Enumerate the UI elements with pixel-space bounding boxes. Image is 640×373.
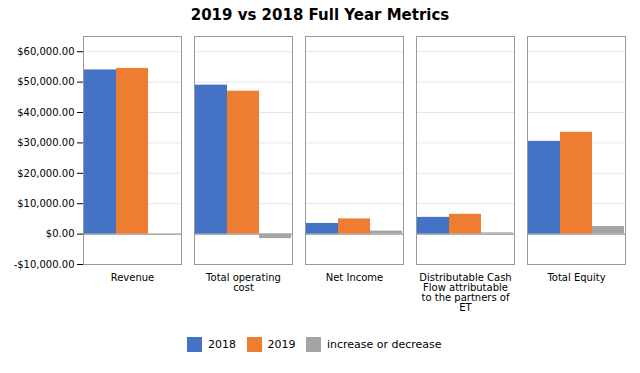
svg-text:$30,000.00: $30,000.00 <box>17 137 74 148</box>
html-text:2019: 2019 <box>267 338 296 351</box>
svg-text:Revenue: Revenue <box>111 272 155 283</box>
svg-text:Net Income: Net Income <box>326 272 384 283</box>
svg-text:$20,000.00: $20,000.00 <box>17 168 74 179</box>
html-text:increase or decrease: increase or decrease <box>326 338 442 351</box>
svg-text:-$10,000.00: -$10,000.00 <box>14 259 75 270</box>
svg-text:$50,000.00: $50,000.00 <box>17 76 74 87</box>
svg-text:Distributable CashFlow attribu: Distributable CashFlow attributableto th… <box>419 272 511 313</box>
svg-text:$10,000.00: $10,000.00 <box>17 198 74 209</box>
svg-text:Total Equity: Total Equity <box>546 272 605 283</box>
svg-text:$0.00: $0.00 <box>46 228 75 239</box>
html-text:2019 vs 2018 Full Year Metrics: 2019 vs 2018 Full Year Metrics <box>190 6 450 24</box>
svg-text:Total operatingcost: Total operatingcost <box>205 272 281 293</box>
svg-text:$40,000.00: $40,000.00 <box>17 107 74 118</box>
svg-text:$60,000.00: $60,000.00 <box>17 46 74 57</box>
html-text:2018: 2018 <box>207 338 236 351</box>
